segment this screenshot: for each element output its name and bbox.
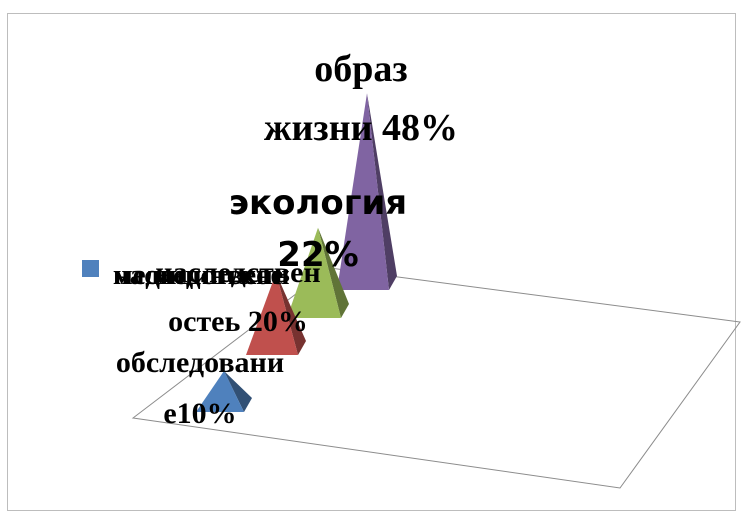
pyramid-face-side xyxy=(318,227,349,318)
pyramid-face-front xyxy=(287,227,341,318)
pyramid-face-front xyxy=(196,371,244,412)
data-label-2-line-1: 22% xyxy=(277,235,358,275)
pyramid-3 xyxy=(337,93,397,290)
pyramid-face-side xyxy=(367,93,397,290)
pyramid-face-front xyxy=(337,93,389,290)
legend-swatch xyxy=(82,260,99,277)
data-label-0-line-1: е10% xyxy=(163,397,236,430)
pyramid-face-front xyxy=(246,273,298,355)
data-label-2-line-0: экология xyxy=(229,183,407,223)
pyramid-series xyxy=(196,93,397,412)
data-label-1-line-0: наследствен xyxy=(155,256,320,289)
data-label-3-line-1: жизни 48% xyxy=(264,107,458,149)
pyramid-face-side xyxy=(224,371,252,412)
pyramid-2 xyxy=(287,227,349,318)
legend-entry-0: медицинское xyxy=(113,259,283,291)
legend-entry-1: наследственн xyxy=(113,259,290,291)
pyramid-face-side xyxy=(276,273,306,355)
data-label-3-line-0: образ xyxy=(314,48,407,90)
pyramid-1 xyxy=(246,273,306,355)
data-label-0-line-0: обследовани xyxy=(116,346,284,379)
pyramid-0 xyxy=(196,371,252,412)
data-label-1-line-1: остеь 20% xyxy=(168,305,308,338)
data-labels: обследовани е10% наследствен остеь 20% эколо… xyxy=(116,48,458,430)
